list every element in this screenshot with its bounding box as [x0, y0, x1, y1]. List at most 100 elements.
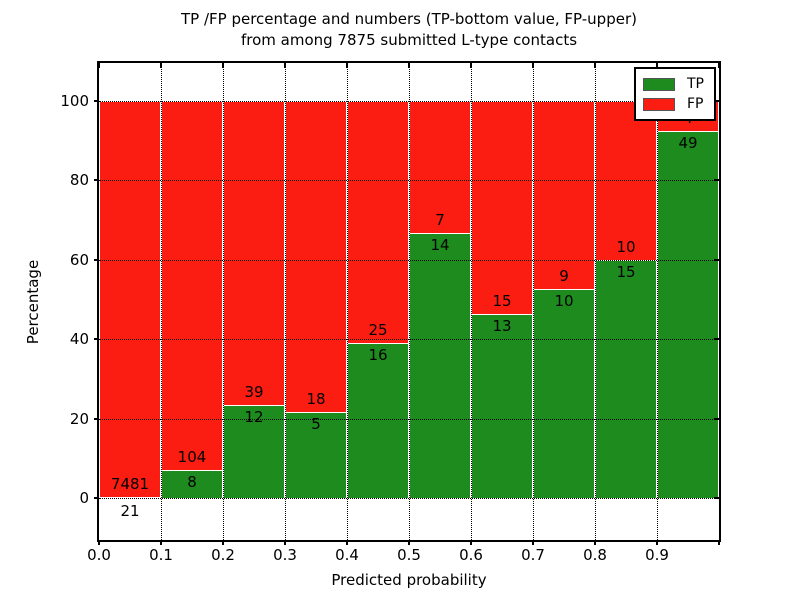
x-tick-label: 0.4 — [335, 546, 359, 564]
fp-bar-segment — [471, 100, 533, 314]
x-axis-label: Predicted probability — [331, 571, 487, 589]
y-axis-tick-right — [714, 338, 719, 341]
x-axis-tick — [160, 540, 162, 545]
tp-count-label: 15 — [616, 262, 636, 281]
tp-count-label: 12 — [244, 407, 264, 426]
tp-legend-swatch — [643, 77, 675, 91]
tp-bar-segment — [533, 289, 595, 499]
fp-count-label: 15 — [492, 291, 512, 310]
v-gridline — [657, 63, 658, 540]
y-tick-label: 0 — [79, 489, 89, 508]
x-tick-label: 0.7 — [521, 546, 545, 564]
tp-count-label: 49 — [678, 133, 698, 152]
x-axis-tick-top — [532, 63, 534, 68]
x-axis-tick — [594, 540, 596, 545]
y-axis-tick — [94, 179, 99, 182]
fp-bar-segment — [223, 100, 285, 405]
y-axis-tick — [94, 497, 99, 500]
x-axis-tick — [718, 540, 720, 545]
fp-bar-segment — [99, 100, 161, 498]
y-axis-tick — [94, 338, 99, 341]
v-gridline — [471, 63, 472, 540]
x-axis-tick — [656, 540, 658, 545]
fp-bar-segment — [161, 100, 223, 470]
y-axis-label: Percentage — [24, 259, 42, 344]
fp-count-label: 10 — [616, 237, 636, 256]
x-tick-label: 0.8 — [583, 546, 607, 564]
tp-legend-label: TP — [687, 76, 704, 92]
chart-title-line2: from among 7875 submitted L-type contact… — [240, 31, 578, 49]
y-tick-label: 80 — [69, 171, 89, 190]
v-gridline — [347, 63, 348, 540]
tp-bar-segment — [223, 404, 285, 499]
x-axis-tick-top — [718, 63, 720, 68]
x-tick-label: 0.2 — [211, 546, 235, 564]
fp-legend-label: FP — [687, 96, 704, 112]
tp-count-label: 16 — [368, 346, 388, 365]
x-axis-tick-top — [160, 63, 162, 68]
chart-title: TP /FP percentage and numbers (TP-bottom… — [99, 9, 719, 51]
y-axis-tick-right — [714, 417, 719, 420]
fp-count-label: 25 — [368, 321, 388, 340]
y-axis-tick — [94, 417, 99, 420]
v-gridline — [409, 63, 410, 540]
tp-bar-segment — [99, 497, 161, 499]
x-axis-tick — [470, 540, 472, 545]
fp-bar-segment — [347, 100, 409, 344]
x-axis-tick-top — [346, 63, 348, 68]
x-axis-tick — [532, 540, 534, 545]
fp-count-label: 18 — [306, 389, 326, 408]
v-gridline — [533, 63, 534, 540]
v-gridline — [161, 63, 162, 540]
fp-count-label: 7 — [435, 211, 445, 230]
tp-bar-segment — [595, 259, 657, 499]
tp-bar-segment — [657, 130, 719, 499]
y-axis-tick-right — [714, 179, 719, 182]
x-tick-label: 0.0 — [87, 546, 111, 564]
y-tick-label: 60 — [69, 250, 89, 269]
x-tick-label: 0.1 — [149, 546, 173, 564]
x-axis-tick-top — [470, 63, 472, 68]
tp-count-label: 13 — [492, 316, 512, 335]
x-tick-label: 0.5 — [397, 546, 421, 564]
chart-title-line1: TP /FP percentage and numbers (TP-bottom… — [181, 10, 637, 28]
y-axis-tick — [94, 99, 99, 102]
x-tick-label: 0.3 — [273, 546, 297, 564]
fp-count-label: 7481 — [110, 475, 150, 494]
v-gridline — [223, 63, 224, 540]
x-axis-tick — [408, 540, 410, 545]
y-axis-tick — [94, 258, 99, 261]
x-axis-tick-top — [222, 63, 224, 68]
y-tick-label: 20 — [69, 409, 89, 428]
x-axis-tick-top — [656, 63, 658, 68]
x-axis-tick-top — [408, 63, 410, 68]
tp-bar-segment — [347, 343, 409, 499]
legend-entry-fp: FP — [643, 94, 704, 114]
fp-bar-segment — [285, 100, 347, 412]
fp-count-label: 104 — [177, 447, 207, 466]
tp-count-label: 10 — [554, 292, 574, 311]
tp-count-label: 8 — [187, 472, 197, 491]
x-axis-tick — [222, 540, 224, 545]
x-tick-label: 0.9 — [645, 546, 669, 564]
y-axis-tick-right — [714, 99, 719, 102]
fp-bar-segment — [533, 100, 595, 290]
x-axis-tick-top — [98, 63, 100, 68]
tp-bar-segment — [471, 313, 533, 499]
fp-count-label: 39 — [244, 382, 264, 401]
legend: TP FP — [634, 67, 716, 121]
x-axis-tick — [284, 540, 286, 545]
x-axis-tick — [346, 540, 348, 545]
plot-area: 74812110483912185251671415139101015449 0… — [24, 61, 721, 589]
tp-count-label: 21 — [120, 502, 140, 521]
y-axis-tick-right — [714, 497, 719, 500]
tp-count-label: 14 — [430, 236, 450, 255]
tp-bar-segment — [409, 233, 471, 499]
v-gridline — [595, 63, 596, 540]
x-tick-label: 0.6 — [459, 546, 483, 564]
legend-entry-tp: TP — [643, 74, 704, 94]
y-axis-tick-right — [714, 258, 719, 261]
v-gridline — [285, 63, 286, 540]
tp-count-label: 5 — [311, 414, 321, 433]
